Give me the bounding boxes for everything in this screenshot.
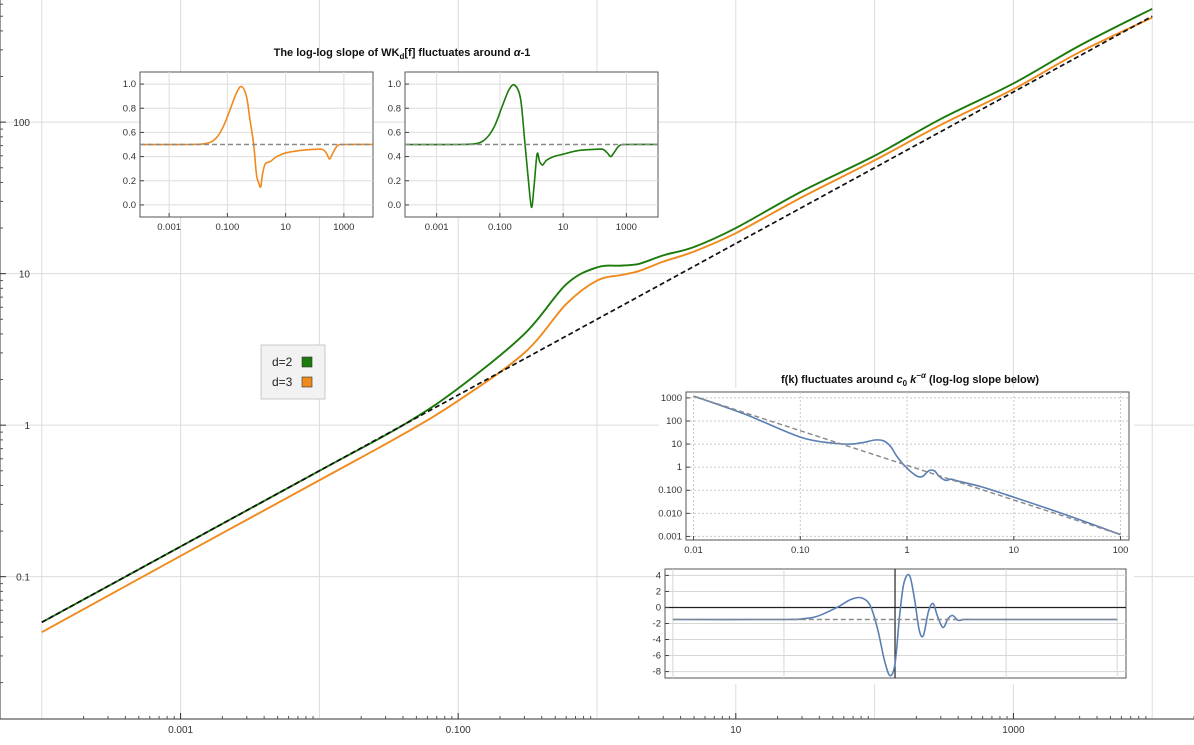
inset-slope-y-tick-label: 2: [656, 586, 661, 597]
inset-slope-y-tick-label: -6: [653, 651, 661, 662]
inset-d3-x-tick-label: 0.100: [215, 222, 239, 233]
inset-d2-y-tick-label: 0.6: [388, 127, 401, 138]
inset-d2-x-tick-label: 0.001: [425, 222, 449, 233]
main-y-tick-label: 1: [24, 421, 30, 432]
inset-d3-x-tick-label: 10: [280, 222, 291, 233]
inset-d3-y-tick-label: 0.4: [123, 152, 136, 163]
inset-d2-y-tick-label: 1.0: [388, 79, 401, 90]
main-x-tick-label: 10: [730, 725, 742, 736]
legend-box: [261, 345, 325, 399]
inset-d2-y-tick-label: 0.4: [388, 152, 401, 163]
legend-swatch-d2: [302, 357, 312, 367]
inset-fk-x-tick-label: 1: [904, 545, 909, 556]
inset-fk-title: f(k) fluctuates around c0 k−α (log-log s…: [781, 371, 1039, 388]
inset-d3-y-tick-label: 0.0: [123, 200, 136, 211]
main-y-tick-label: 10: [19, 270, 31, 281]
inset-d3-y-tick-label: 1.0: [123, 79, 136, 90]
inset-fk-y-tick-label: 0.001: [658, 531, 682, 542]
inset-slope-y-tick-label: 0: [656, 602, 661, 613]
inset-fk-y-tick-label: 10: [671, 439, 682, 450]
legend-label-d3: d=3: [272, 375, 293, 389]
main-x-tick-label: 0.100: [446, 725, 471, 736]
inset-slope: [659, 566, 1134, 684]
inset-slope-y-tick-label: 4: [656, 570, 661, 581]
main-x-tick-label: 1000: [1002, 725, 1025, 736]
main-x-tick-label: 0.001: [168, 725, 193, 736]
inset-fk-x-tick-label: 0.10: [791, 545, 810, 556]
inset-fk-x-tick-label: 10: [1009, 545, 1020, 556]
inset-d2-y-tick-label: 0.2: [388, 176, 401, 187]
inset-fk-y-tick-label: 1: [677, 462, 682, 473]
main-y-tick-label: 100: [13, 118, 30, 129]
legend: d=2 d=3: [261, 345, 325, 399]
inset-d2-x-tick-label: 10: [558, 222, 569, 233]
inset-fk-y-tick-label: 1000: [661, 393, 682, 404]
inset-fk-x-tick-label: 100: [1113, 545, 1129, 556]
inset-d3-y-tick-label: 0.8: [123, 103, 136, 114]
inset-d2-y-tick-label: 0.0: [388, 200, 401, 211]
inset-slope-y-tick-label: -8: [653, 667, 661, 678]
inset-d2-y-tick-label: 0.8: [388, 103, 401, 114]
inset-fk: [659, 388, 1134, 566]
legend-swatch-d3: [302, 377, 312, 387]
inset-slope-y-tick-label: -4: [653, 635, 661, 646]
inset-d3-x-tick-label: 1000: [333, 222, 354, 233]
inset-fk-y-tick-label: 0.100: [658, 485, 682, 496]
inset-d3-y-tick-label: 0.6: [123, 127, 136, 138]
inset-d2-x-tick-label: 1000: [616, 222, 637, 233]
inset-d3-x-tick-label: 0.001: [157, 222, 181, 233]
main-y-tick-label: 0.1: [16, 573, 30, 584]
inset-fk-x-tick-label: 0.01: [684, 545, 703, 556]
inset-fk-y-tick-label: 0.010: [658, 508, 682, 519]
inset-slope-y-tick-label: -2: [653, 619, 661, 630]
inset-d2-x-tick-label: 0.100: [488, 222, 512, 233]
inset-d3-y-tick-label: 0.2: [123, 176, 136, 187]
legend-label-d2: d=2: [272, 355, 293, 369]
inset-top-title: The log-log slope of WKd[f] fluctuates a…: [274, 47, 531, 61]
inset-fk-y-tick-label: 100: [666, 416, 682, 427]
